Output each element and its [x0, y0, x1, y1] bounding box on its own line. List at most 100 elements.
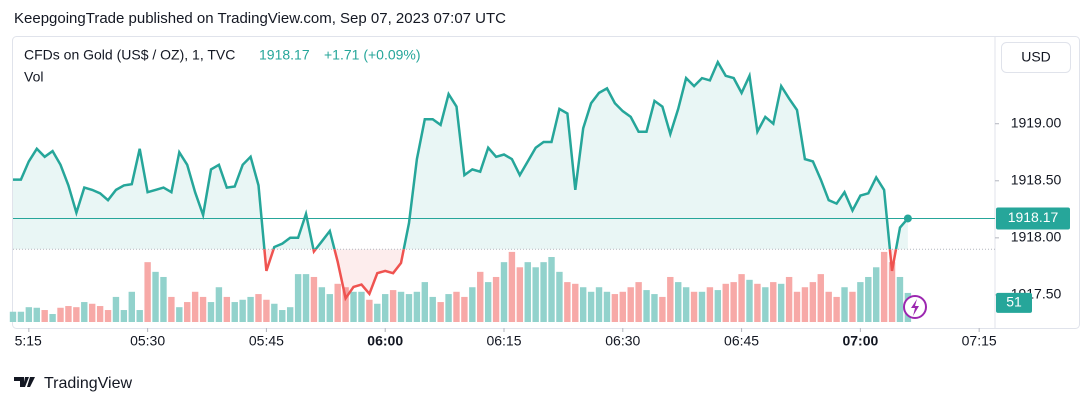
volume-bar	[184, 302, 191, 322]
currency-label: USD	[1021, 49, 1051, 65]
area-up	[13, 62, 908, 250]
volume-bar	[342, 287, 349, 322]
volume-bar	[690, 291, 698, 322]
volume-bar	[239, 299, 246, 322]
volume-bar	[128, 291, 135, 322]
volume-bar	[25, 307, 33, 322]
volume-bar	[564, 282, 571, 322]
y-tick-label: 1918.50	[1011, 171, 1062, 187]
x-tick-label: 06:30	[605, 333, 640, 349]
volume-bar	[762, 287, 769, 322]
volume-bar	[746, 279, 753, 322]
symbol-title: CFDs on Gold (US$ / OZ), 1, TVC	[24, 47, 235, 63]
volume-bar	[366, 299, 373, 322]
line-up	[13, 59, 909, 250]
volume-bar	[873, 267, 880, 322]
volume-bar	[310, 276, 318, 322]
volume-bar	[627, 287, 634, 322]
volume-bar	[215, 287, 223, 322]
volume-bar	[587, 291, 595, 322]
volume-bar	[144, 262, 151, 322]
volume-bar	[231, 302, 238, 322]
volume-bar	[516, 267, 524, 322]
volume-bar	[199, 296, 207, 322]
volume-bar	[57, 307, 64, 322]
volume-bar	[508, 251, 516, 322]
x-tick-label: 06:45	[724, 333, 759, 349]
volume-bar	[643, 290, 650, 322]
volume-bar	[477, 271, 484, 322]
volume-bar	[41, 310, 48, 322]
volume-bar	[682, 287, 690, 322]
volume-bar	[548, 257, 555, 322]
volume-bar	[801, 287, 809, 322]
volume-bar	[389, 290, 397, 322]
x-tick-label: 5:15	[15, 333, 42, 349]
last-price-badge-label: 1918.17	[1008, 209, 1059, 225]
volume-bar	[104, 310, 112, 322]
volume-bar	[595, 287, 603, 322]
volume-bar	[770, 282, 777, 322]
volume-title: Vol	[24, 69, 43, 85]
volume-bar	[168, 296, 175, 322]
volume-bar	[152, 271, 159, 322]
volume-bar	[469, 287, 476, 322]
volume-bar	[223, 296, 231, 322]
volume-bar	[9, 311, 17, 322]
volume-bar	[896, 276, 904, 322]
volume-bar	[492, 276, 500, 322]
volume-bar	[294, 274, 302, 322]
volume-bar	[659, 296, 666, 322]
volume-bar	[191, 291, 199, 322]
volume-bar	[880, 251, 888, 322]
volume-bar	[857, 282, 864, 322]
volume-bar	[817, 274, 824, 322]
volume-bar	[358, 291, 365, 322]
volume-bar	[263, 299, 270, 322]
volume-bar	[247, 296, 254, 322]
volume-bar	[888, 262, 896, 322]
volume-bar	[556, 271, 563, 322]
volume-bar	[651, 294, 658, 322]
volume-bar	[833, 296, 840, 322]
volume-bar	[96, 306, 104, 322]
volume-bar	[635, 282, 642, 322]
volume-bar	[785, 276, 793, 322]
volume-bar	[318, 287, 326, 322]
volume-bar	[397, 291, 405, 322]
volume-bar	[112, 296, 120, 322]
volume-bar	[675, 282, 682, 322]
volume-bar	[81, 302, 88, 322]
volume-bar	[350, 291, 357, 322]
currency-button[interactable]	[1001, 42, 1071, 73]
x-tick-label: 07:00	[842, 333, 878, 349]
volume-bar	[374, 303, 381, 322]
last-price: 1918.17	[259, 47, 310, 63]
volume-bar	[136, 310, 143, 322]
volume-bar	[461, 296, 468, 322]
publish-header: KeepgoingTrade published on TradingView.…	[14, 10, 506, 27]
price-change: +1.71 (+0.09%)	[324, 47, 421, 63]
volume-bar	[207, 302, 215, 322]
volume-bar	[667, 276, 674, 322]
x-tick-label: 07:15	[962, 333, 997, 349]
volume-bar	[579, 287, 587, 322]
volume-bar	[754, 283, 761, 322]
logo	[14, 377, 35, 387]
volume-bar	[825, 291, 832, 322]
volume-badge-label: 51	[1006, 294, 1022, 310]
volume-bar	[500, 262, 508, 322]
volume-bar	[445, 294, 452, 322]
volume-bar	[413, 291, 421, 322]
volume-bar	[572, 283, 579, 322]
volume-badge	[996, 292, 1032, 313]
volume-bar	[524, 262, 531, 322]
volume-bar	[540, 262, 547, 322]
x-tick-label: 05:30	[130, 333, 165, 349]
volume-bar	[714, 290, 722, 322]
volume-bar	[326, 294, 333, 322]
volume-bar	[334, 283, 341, 322]
volume-bar	[698, 291, 706, 322]
y-tick-label: 1919.00	[1011, 114, 1062, 130]
